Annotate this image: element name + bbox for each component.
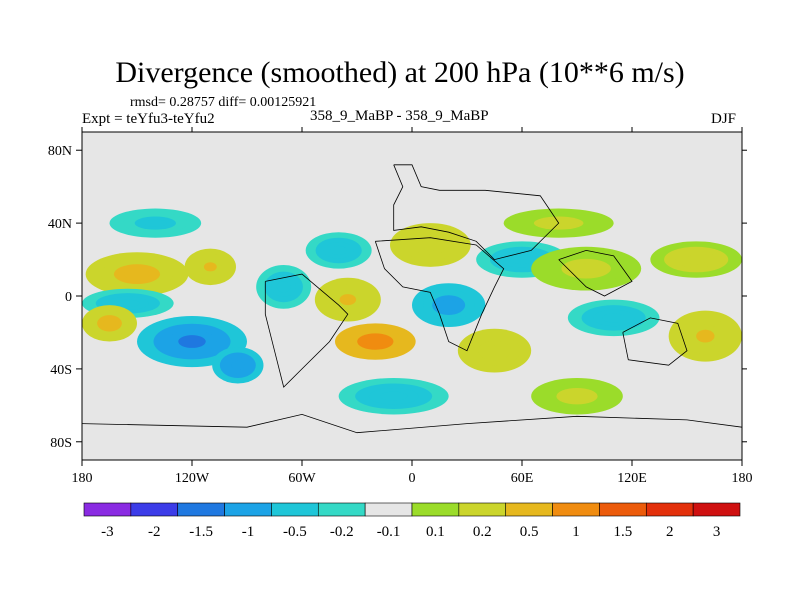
colorbar-swatch	[317, 502, 366, 517]
colorbar-label: 0.5	[520, 524, 539, 540]
field-blob	[390, 223, 471, 267]
x-tick-label: 180	[72, 471, 93, 486]
colorbar-label: -1	[242, 524, 255, 540]
field-blob	[338, 378, 449, 415]
field-contour	[439, 299, 458, 311]
colorbar-swatch	[130, 502, 179, 517]
colorbar-label: -0.5	[283, 524, 307, 540]
colorbar-label: -1.5	[189, 524, 213, 540]
y-tick-label: 80N	[48, 144, 72, 159]
field-blob	[503, 208, 614, 238]
field-blob	[567, 299, 660, 337]
field-contour	[485, 345, 504, 357]
colorbar-swatch	[364, 502, 413, 517]
coastline	[82, 413, 742, 434]
axis-ticks: 180 120W 60W 0 60E 120E 180 80N 40N 0 40S 80S	[48, 127, 753, 486]
field-contour	[143, 219, 167, 227]
field-contour	[572, 263, 600, 275]
colorbar-label: 3	[713, 524, 721, 540]
field-contour	[684, 254, 708, 265]
field-blob	[531, 246, 642, 291]
coastline	[264, 273, 349, 388]
field-blob	[457, 328, 532, 373]
colorbar-label: 2	[666, 524, 674, 540]
field-contour	[330, 245, 347, 255]
chart-title: Divergence (smoothed) at 200 hPa (10**6 …	[115, 56, 685, 89]
colorbar-label: 0.2	[473, 524, 492, 540]
divergence-field	[82, 132, 742, 460]
y-tick-label: 80S	[50, 436, 72, 451]
colorbar-swatch	[645, 502, 694, 517]
field-contour	[116, 299, 140, 307]
colorbar-swatch	[271, 502, 319, 517]
field-contour	[102, 318, 117, 328]
y-tick-label: 40S	[50, 363, 72, 378]
field-contour	[231, 360, 245, 370]
colorbar-label: 1.5	[613, 524, 632, 540]
coastline	[622, 317, 688, 366]
y-tick-label: 0	[65, 290, 72, 305]
field-contour	[276, 281, 291, 293]
field-blob	[668, 310, 742, 362]
field-blob	[335, 323, 416, 360]
field-blob	[184, 248, 236, 286]
x-tick-label: 120E	[617, 471, 647, 486]
field-contour	[203, 262, 217, 272]
coastline-outline	[82, 164, 742, 434]
field-contour	[420, 239, 441, 251]
colorbar-label: 1	[572, 524, 580, 540]
field-blob	[212, 347, 264, 384]
field-contour	[339, 294, 357, 306]
colorbar-label: -2	[148, 524, 161, 540]
x-tick-label: 120W	[175, 471, 210, 486]
x-tick-label: 180	[732, 471, 753, 486]
colorbar-label: -0.2	[330, 524, 354, 540]
season-label: DJF	[711, 111, 737, 127]
rmsd-diff-stats: rmsd= 0.28757 diff= 0.00125921	[130, 95, 317, 110]
field-contour	[124, 268, 150, 280]
colorbar-swatch	[177, 502, 225, 517]
field-contour	[510, 254, 534, 265]
colorbar: -3 -2 -1.5 -1 -0.5 -0.2 -0.1 0.1 0.2 0.5 1 1.5 2 3	[83, 502, 741, 540]
coastline	[558, 249, 633, 297]
field-blob	[82, 305, 137, 342]
field-blob	[412, 283, 486, 327]
field-contour	[565, 391, 589, 401]
colorbar-swatch	[83, 502, 132, 517]
colorbar-label: -3	[101, 524, 114, 540]
field-blob	[85, 252, 189, 296]
colorbar-swatch	[692, 502, 741, 517]
field-contour	[178, 335, 206, 348]
colorbar-swatch	[458, 502, 507, 517]
field-blob	[650, 241, 742, 278]
colorbar-swatch	[599, 502, 647, 517]
colorbar-swatch	[224, 502, 272, 517]
case-label: 358_9_MaBP - 358_9_MaBP	[310, 108, 489, 124]
colorbar-swatch	[552, 502, 600, 517]
colorbar-swatch	[505, 502, 553, 517]
colorbar-swatch	[411, 502, 460, 517]
field-contour	[365, 337, 386, 347]
field-blob	[256, 265, 312, 309]
colorbar-label: 0.1	[426, 524, 445, 540]
field-contour	[696, 329, 715, 343]
field-contour	[602, 313, 626, 323]
field-blob	[314, 277, 381, 322]
field-blob	[531, 378, 623, 415]
x-tick-label: 60E	[511, 471, 534, 486]
x-tick-label: 0	[409, 471, 416, 486]
colorbar-label: -0.1	[377, 524, 401, 540]
field-contour	[379, 391, 408, 401]
coastline	[393, 164, 560, 261]
field-blob	[109, 208, 202, 238]
coastline	[374, 237, 505, 352]
y-tick-label: 40N	[48, 217, 72, 232]
x-tick-label: 60W	[288, 471, 316, 486]
field-blob	[305, 232, 372, 269]
experiment-label: Expt = teYfu3-teYfu2	[82, 111, 215, 127]
